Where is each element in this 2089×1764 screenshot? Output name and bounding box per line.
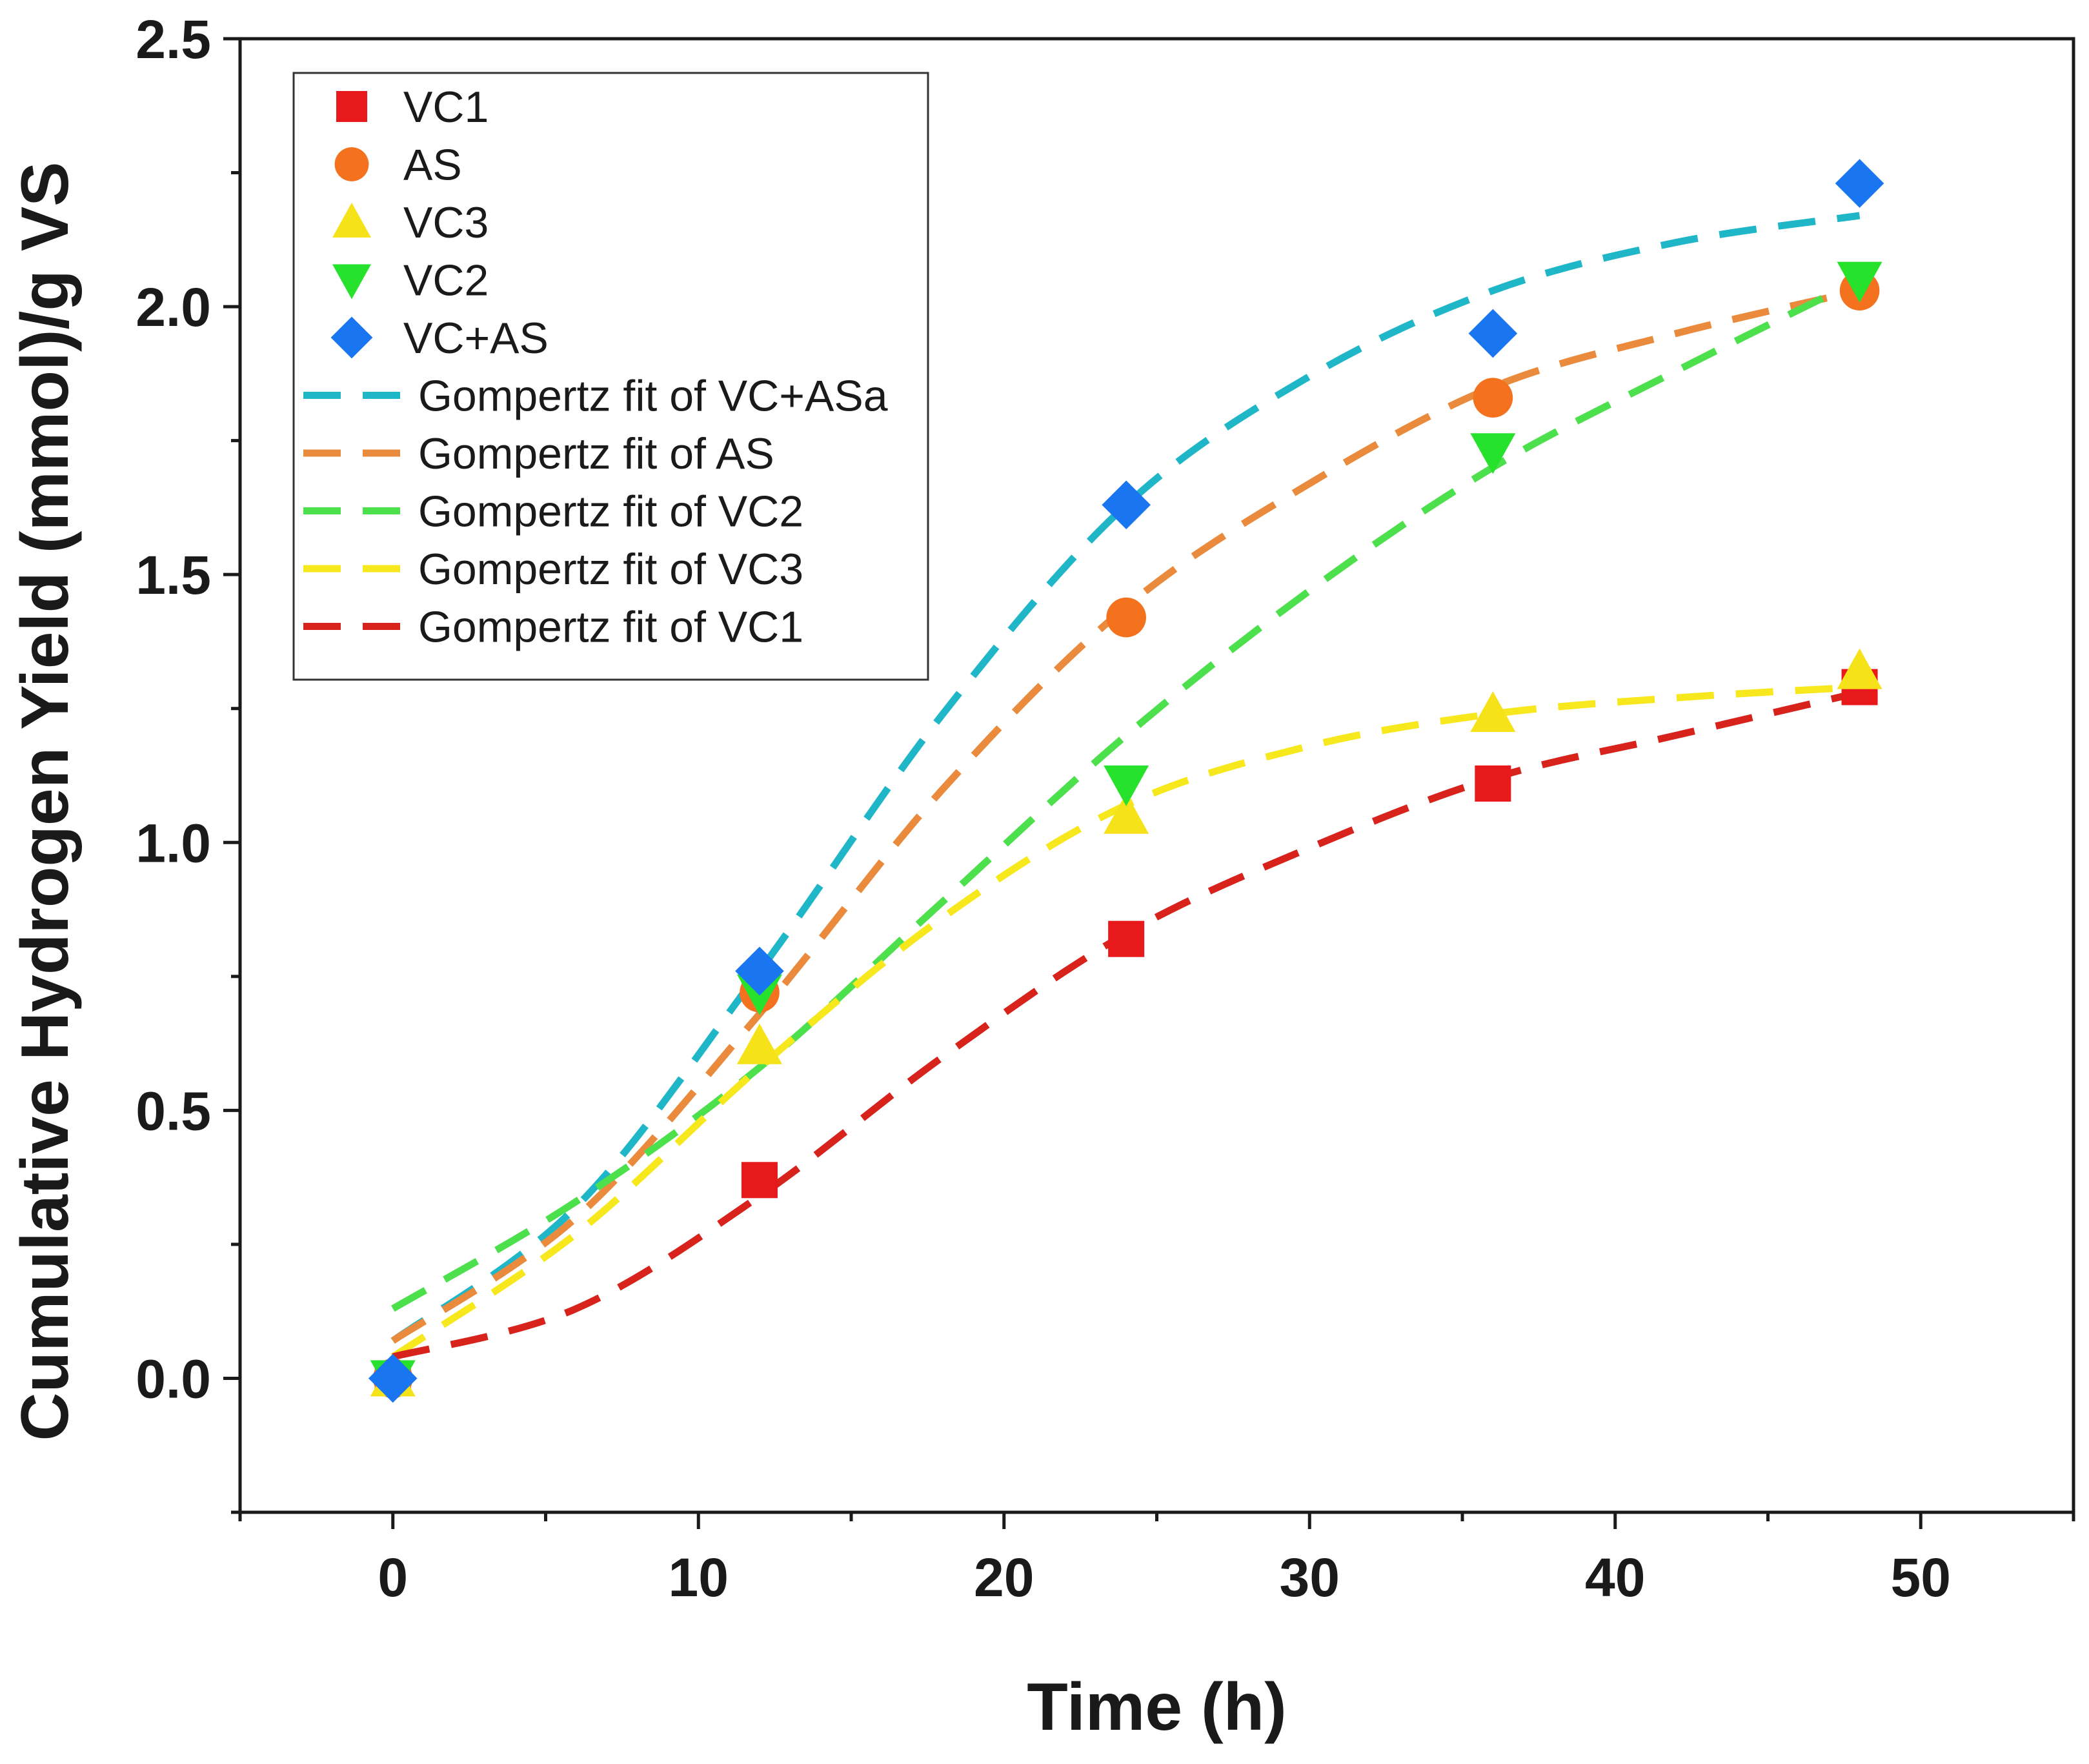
point-vc-plus-as — [1102, 480, 1151, 530]
legend-box — [292, 72, 929, 681]
fit-line-gompertz-fit-of-as — [390, 287, 1861, 1344]
point-vc3 — [736, 1023, 782, 1064]
legend: VC1 AS VC3 VC2 VC+AS Gompertz fit of VC+ASa Go… — [292, 72, 929, 681]
axis-ticks — [223, 37, 2075, 1529]
point-vc1 — [741, 1162, 778, 1199]
y-axis-title: Cumulative Hydrogen Yield (mmol)/g VS — [8, 161, 83, 1441]
point-as — [1106, 597, 1146, 638]
point-vc2 — [1837, 261, 1882, 303]
fit-line-gompertz-fit-of-vc2 — [391, 276, 1861, 1312]
y-tick-label: 1.5 — [136, 545, 211, 605]
legend-label-vc-plus-as: VC+AS — [403, 314, 549, 363]
legend-label-gompertz-fit-of-as: Gompertz fit of AS — [418, 429, 774, 478]
fit-line-gompertz-fit-of-vc-plus-asa — [390, 212, 1861, 1344]
point-vc-plus-as — [735, 946, 784, 996]
legend-label-gompertz-fit-of-vc1: Gompertz fit of VC1 — [418, 603, 803, 652]
point-vc-plus-as — [1835, 159, 1884, 208]
data-markers — [368, 159, 1884, 1403]
legend-label-gompertz-fit-of-vc3: Gompertz fit of VC3 — [418, 545, 803, 594]
legend-label-vc2: VC2 — [403, 256, 489, 305]
point-vc3 — [1837, 648, 1882, 689]
point-vc-plus-as — [1468, 309, 1518, 358]
tick-labels: 0 10 20 30 40 50 0.0 0.5 1.0 1.5 2.0 2.5 — [136, 9, 1951, 1608]
point-vc2 — [1470, 433, 1516, 474]
legend-label-vc3: VC3 — [403, 198, 489, 247]
point-vc3 — [1104, 793, 1149, 834]
legend-marker-vc3 — [332, 203, 371, 238]
x-axis-title: Time (h) — [1027, 1670, 1287, 1745]
point-vc1 — [1475, 765, 1511, 802]
legend-marker-vc1 — [336, 91, 367, 122]
x-tick-label: 20 — [974, 1547, 1034, 1608]
legend-marker-vc2 — [332, 264, 371, 299]
x-tick-label: 10 — [669, 1547, 729, 1608]
legend-label-gompertz-fit-of-vc2: Gompertz fit of VC2 — [418, 487, 803, 536]
x-tick-label: 0 — [378, 1547, 408, 1608]
y-tick-label: 0.5 — [136, 1080, 211, 1141]
legend-label-as: AS — [403, 141, 462, 190]
legend-marker-as — [334, 147, 369, 181]
y-tick-label: 1.0 — [136, 813, 211, 873]
point-vc3 — [1470, 691, 1516, 733]
legend-marker-vc-plus-as — [330, 316, 373, 359]
legend-label-gompertz-fit-of-vc-plus-asa: Gompertz fit of VC+ASa — [418, 372, 888, 421]
x-tick-label: 30 — [1280, 1547, 1340, 1608]
x-tick-label: 50 — [1891, 1547, 1951, 1608]
point-vc2 — [1104, 765, 1149, 806]
point-vc1 — [1108, 920, 1145, 957]
point-as — [1473, 378, 1513, 418]
y-tick-label: 2.0 — [136, 277, 211, 338]
legend-label-vc1: VC1 — [403, 83, 489, 132]
y-tick-label: 0.0 — [136, 1348, 211, 1409]
x-tick-label: 40 — [1585, 1547, 1645, 1608]
y-tick-label: 2.5 — [136, 9, 211, 70]
point-vc-plus-as — [368, 1353, 418, 1403]
